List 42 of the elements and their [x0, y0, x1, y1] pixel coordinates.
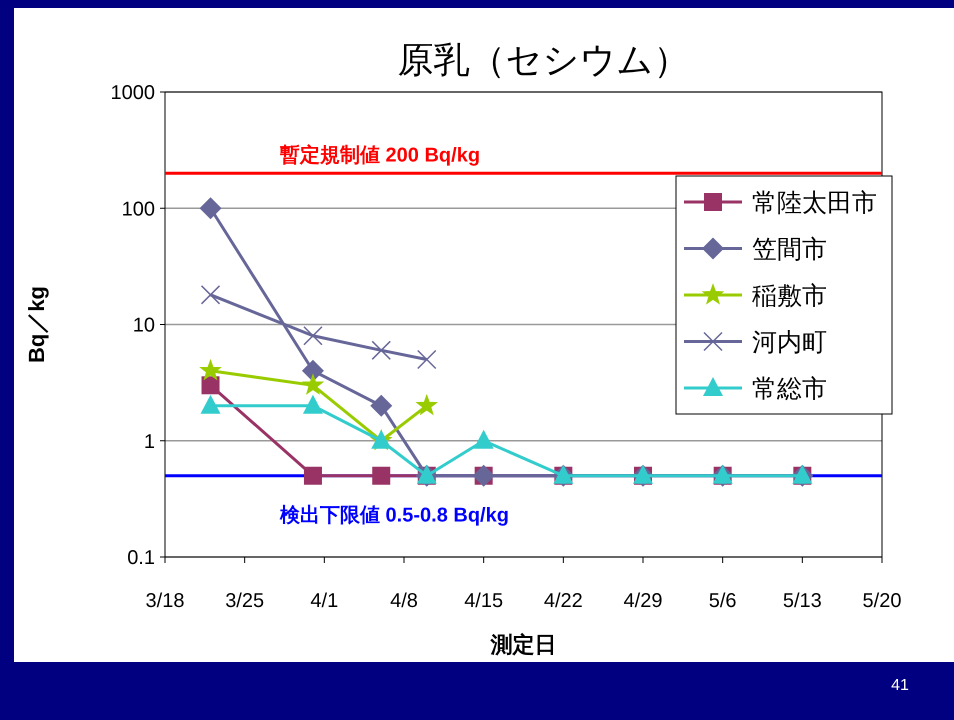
y-tick-label: 100	[122, 198, 155, 220]
point	[200, 285, 220, 305]
x-tick-label: 4/22	[544, 590, 583, 612]
legend-label: 稲敷市	[752, 282, 827, 310]
point	[302, 360, 324, 382]
x-tick-label: 3/18	[146, 590, 184, 612]
point	[200, 197, 222, 220]
point	[474, 430, 494, 449]
x-tick-label: 4/15	[464, 590, 504, 612]
legend-label: 常陸太田市	[752, 189, 877, 217]
y-tick-label: 0.1	[127, 547, 155, 569]
legend-label: 河内町	[752, 328, 827, 356]
chart-title: 原乳（セシウム）	[398, 39, 690, 80]
y-tick-label: 1	[144, 430, 155, 453]
point	[416, 394, 438, 415]
point	[372, 466, 390, 485]
point	[302, 394, 323, 414]
point	[302, 374, 324, 394]
point	[303, 326, 323, 346]
legend-label: 常総市	[752, 375, 827, 403]
point	[200, 394, 221, 414]
x-tick-label: 5/20	[862, 590, 902, 612]
ref-line-label: 暫定規制値 200 Bq/kg	[280, 143, 480, 166]
point	[304, 466, 322, 485]
point	[371, 340, 391, 360]
y-tick-label: 10	[132, 314, 155, 336]
point	[200, 359, 222, 380]
x-axis-title: 測定日	[490, 632, 556, 657]
x-tick-label: 5/13	[782, 590, 822, 612]
x-tick-label: 4/1	[310, 590, 338, 612]
x-tick-label: 3/25	[225, 590, 264, 612]
x-tick-label: 4/8	[390, 590, 418, 612]
point	[417, 350, 437, 370]
ref-line-label: 検出下限値 0.5-0.8 Bq/kg	[279, 504, 509, 527]
y-tick-label: 1000	[110, 82, 155, 104]
text: 41	[891, 677, 909, 694]
legend-label: 笠間市	[752, 236, 827, 264]
x-tick-label: 4/29	[624, 590, 662, 612]
point	[370, 394, 392, 417]
x-tick-label: 5/6	[708, 590, 737, 612]
y-axis-title: Bq／kg	[24, 286, 49, 363]
point	[202, 376, 220, 394]
